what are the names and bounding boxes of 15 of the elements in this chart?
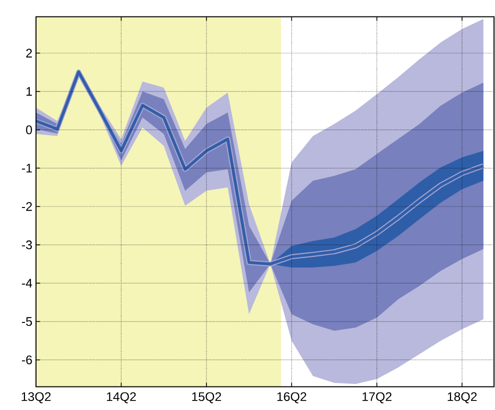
y-tick-label: 0: [26, 125, 32, 134]
y-tick-label: -5: [22, 317, 32, 326]
y-tick-label: 2: [26, 48, 32, 58]
y-tick-label: 1: [26, 87, 32, 96]
y-tick-label: -6: [22, 355, 32, 364]
y-tick-label: -3: [22, 240, 32, 250]
y-tick-label: -1: [22, 164, 32, 172]
x-tick-label: 13Q2: [22, 392, 51, 404]
y-tick-label: -2: [22, 202, 32, 211]
x-tick-label: 14Q2: [106, 392, 136, 404]
x-tick-label: 18Q2: [448, 392, 477, 404]
y-tick-label: -4: [22, 278, 32, 288]
x-tick-label: 15Q2: [192, 392, 222, 404]
x-tick-label: 16Q2: [277, 392, 306, 404]
x-tick-label: 17Q2: [362, 392, 392, 404]
